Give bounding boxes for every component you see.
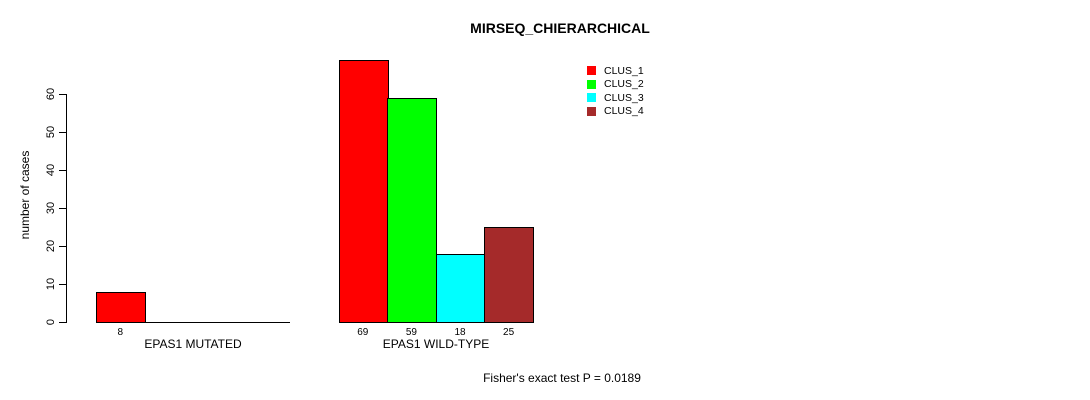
- y-tick: [59, 170, 66, 171]
- y-tick-label: 20: [45, 239, 57, 253]
- legend-swatch-icon: [587, 106, 596, 116]
- y-tick-label: 10: [45, 277, 57, 291]
- group-label-epas1-wild-type: EPAS1 WILD-TYPE: [382, 337, 490, 351]
- y-tick: [59, 94, 66, 95]
- legend: CLUS_1 CLUS_2 CLUS_3 CLUS_4: [587, 64, 644, 118]
- legend-item: CLUS_3: [587, 91, 644, 105]
- legend-item: CLUS_4: [587, 105, 644, 119]
- bar-clus_1: [339, 60, 389, 323]
- legend-item: CLUS_1: [587, 64, 644, 78]
- y-tick-label: 0: [45, 318, 57, 326]
- bar-value-label: 59: [405, 327, 417, 338]
- y-axis-line: [66, 94, 67, 323]
- y-tick: [59, 322, 66, 323]
- y-axis-label: number of cases: [18, 150, 32, 240]
- chart-title: MIRSEQ_CHIERARCHICAL: [470, 20, 650, 36]
- legend-swatch-icon: [587, 93, 596, 103]
- bar-value-label: 8: [117, 327, 124, 338]
- bar-clus_2: [387, 98, 437, 323]
- y-tick: [59, 132, 66, 133]
- y-tick: [59, 284, 66, 285]
- y-tick-label: 60: [45, 87, 57, 101]
- footnote-fisher-test: Fisher's exact test P = 0.0189: [483, 371, 641, 385]
- y-tick: [59, 208, 66, 209]
- legend-label: CLUS_2: [604, 78, 644, 91]
- y-tick-label: 30: [45, 201, 57, 215]
- bar-value-label: 25: [503, 327, 515, 338]
- group-baseline: [96, 322, 290, 323]
- group-label-epas1-mutated: EPAS1 MUTATED: [144, 337, 242, 351]
- y-tick-label: 40: [45, 163, 57, 177]
- y-tick-label: 50: [45, 125, 57, 139]
- legend-swatch-icon: [587, 66, 596, 76]
- bar-clus_1: [96, 292, 146, 323]
- legend-label: CLUS_3: [604, 91, 644, 104]
- legend-swatch-icon: [587, 79, 596, 89]
- legend-label: CLUS_4: [604, 105, 644, 118]
- bar-clus_4: [484, 227, 534, 323]
- bar-value-label: 18: [454, 327, 466, 338]
- bar-value-label: 69: [357, 327, 369, 338]
- legend-item: CLUS_2: [587, 78, 644, 92]
- y-tick: [59, 246, 66, 247]
- legend-label: CLUS_1: [604, 64, 644, 77]
- bar-clus_3: [436, 254, 486, 323]
